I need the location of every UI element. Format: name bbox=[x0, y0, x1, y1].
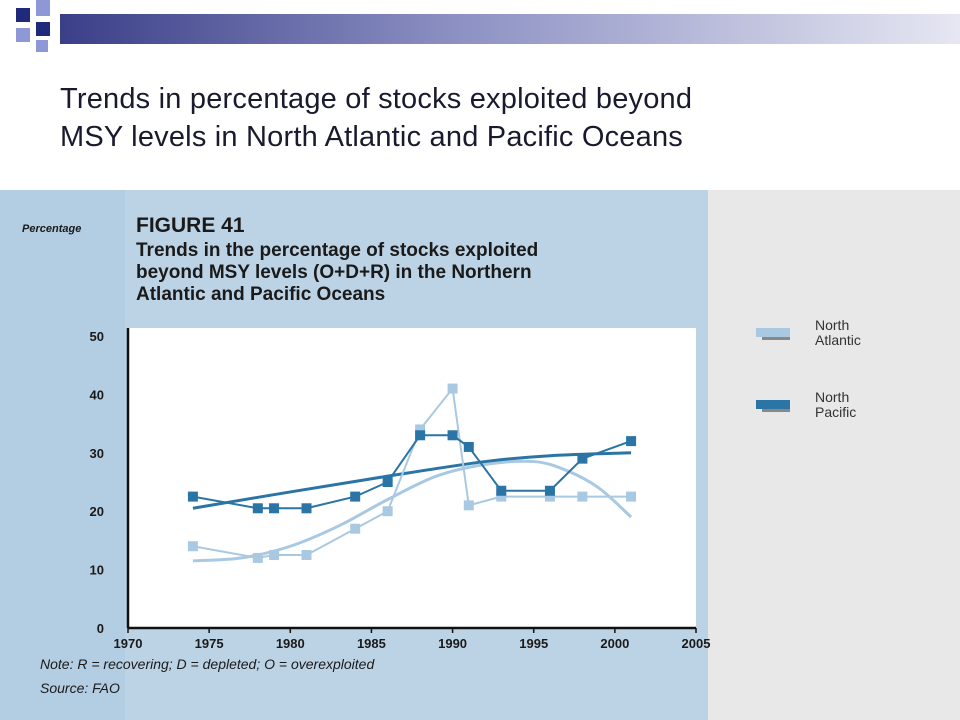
figure-caption-line-2: beyond MSY levels (O+D+R) in the Norther… bbox=[136, 262, 532, 283]
north-pacific-data-point bbox=[544, 485, 555, 496]
figure-label: FIGURE 41 bbox=[136, 214, 245, 237]
north-atlantic-data-point bbox=[252, 552, 263, 563]
figure-note: Note: R = recovering; D = depleted; O = … bbox=[40, 656, 375, 672]
north-pacific-trend-line bbox=[192, 451, 632, 510]
north-pacific-data-point bbox=[382, 477, 393, 487]
series-group bbox=[187, 383, 637, 563]
north-atlantic-data-point bbox=[463, 500, 474, 511]
x-axis: 1970 1975 1980 1985 1990 1995 2000 2005 bbox=[114, 626, 711, 651]
north-pacific-data-point bbox=[415, 430, 426, 441]
figure-panel: Percentage FIGURE 41 Trends in the perce… bbox=[0, 190, 960, 720]
x-tick-label: 2005 bbox=[682, 636, 711, 651]
figure-caption-line-3: Atlantic and Pacific Oceans bbox=[136, 284, 385, 305]
side-ylabel: Percentage bbox=[22, 223, 81, 235]
y-tick-label: 0 bbox=[97, 621, 104, 636]
figure-source: Source: FAO bbox=[40, 680, 120, 696]
corner-square-light-low bbox=[36, 40, 48, 52]
x-tick-label: 1995 bbox=[519, 636, 548, 651]
north-atlantic-data-point bbox=[350, 523, 361, 534]
north-atlantic-data-point bbox=[626, 491, 637, 502]
north-atlantic-data-point bbox=[187, 541, 198, 552]
north-atlantic-data-point bbox=[496, 491, 507, 502]
slide-title: Trends in percentage of stocks exploited… bbox=[60, 80, 920, 156]
x-tick-label: 1990 bbox=[438, 636, 467, 651]
north-pacific-data-point bbox=[496, 485, 507, 496]
x-tick-label: 1980 bbox=[276, 636, 305, 651]
north-atlantic-data-point bbox=[544, 491, 555, 502]
y-tick-label: 10 bbox=[90, 563, 104, 578]
north-pacific-data-point bbox=[447, 430, 458, 441]
north-pacific-legend-label-line-2: Pacific bbox=[815, 404, 856, 420]
plot-area bbox=[128, 328, 696, 628]
figure-svg: Percentage FIGURE 41 Trends in the perce… bbox=[0, 190, 960, 720]
north-atlantic-data-point bbox=[415, 424, 426, 435]
y-axis: 0 10 20 30 40 50 bbox=[90, 328, 130, 636]
x-tick-label: 1985 bbox=[357, 636, 386, 651]
north-pacific-data-point bbox=[350, 491, 361, 502]
north-pacific-data-point bbox=[269, 503, 280, 514]
north-atlantic-data-point bbox=[577, 491, 588, 502]
header-gradient-bar bbox=[60, 14, 960, 44]
left-band bbox=[0, 190, 125, 720]
slide-title-line-2: MSY levels in North Atlantic and Pacific… bbox=[60, 121, 683, 153]
north-pacific-legend-label-line-1: North bbox=[815, 389, 849, 405]
north-pacific-data-point bbox=[252, 503, 263, 514]
y-tick-label: 30 bbox=[90, 446, 104, 461]
north-pacific-legend-swatch-shadow bbox=[762, 409, 790, 412]
north-pacific-data-point bbox=[187, 491, 198, 502]
corner-square-navy-mid bbox=[36, 22, 50, 36]
y-tick-label: 40 bbox=[90, 387, 104, 402]
north-atlantic-legend-label-line-2: Atlantic bbox=[815, 332, 861, 348]
x-tick-label: 1975 bbox=[195, 636, 224, 651]
north-atlantic-data-point bbox=[269, 550, 280, 560]
x-tick-label: 1970 bbox=[114, 636, 143, 651]
north-atlantic-legend-swatch-shadow bbox=[762, 337, 790, 340]
north-atlantic-data-point bbox=[301, 550, 312, 560]
figure-caption-line-1: Trends in the percentage of stocks explo… bbox=[136, 240, 538, 261]
north-atlantic-legend-label-line-1: North bbox=[815, 317, 849, 333]
north-pacific-legend-swatch bbox=[756, 400, 790, 409]
corner-square-light-top bbox=[36, 0, 50, 16]
slide-title-line-1: Trends in percentage of stocks exploited… bbox=[60, 83, 693, 115]
right-band bbox=[708, 190, 960, 720]
north-pacific-data-point bbox=[463, 441, 474, 452]
x-tick-label: 2000 bbox=[600, 636, 629, 651]
north-atlantic-data-point bbox=[382, 506, 393, 517]
north-atlantic-legend-swatch bbox=[756, 328, 790, 337]
north-pacific-data-point bbox=[301, 503, 312, 514]
north-pacific-data-point bbox=[577, 453, 588, 464]
y-tick-label: 20 bbox=[90, 504, 104, 519]
corner-square-light-mid bbox=[16, 28, 30, 42]
corner-square-navy-top bbox=[16, 8, 30, 22]
north-pacific-data-point bbox=[626, 436, 637, 447]
north-atlantic-data-point bbox=[447, 383, 458, 394]
y-tick-label: 50 bbox=[90, 329, 104, 344]
